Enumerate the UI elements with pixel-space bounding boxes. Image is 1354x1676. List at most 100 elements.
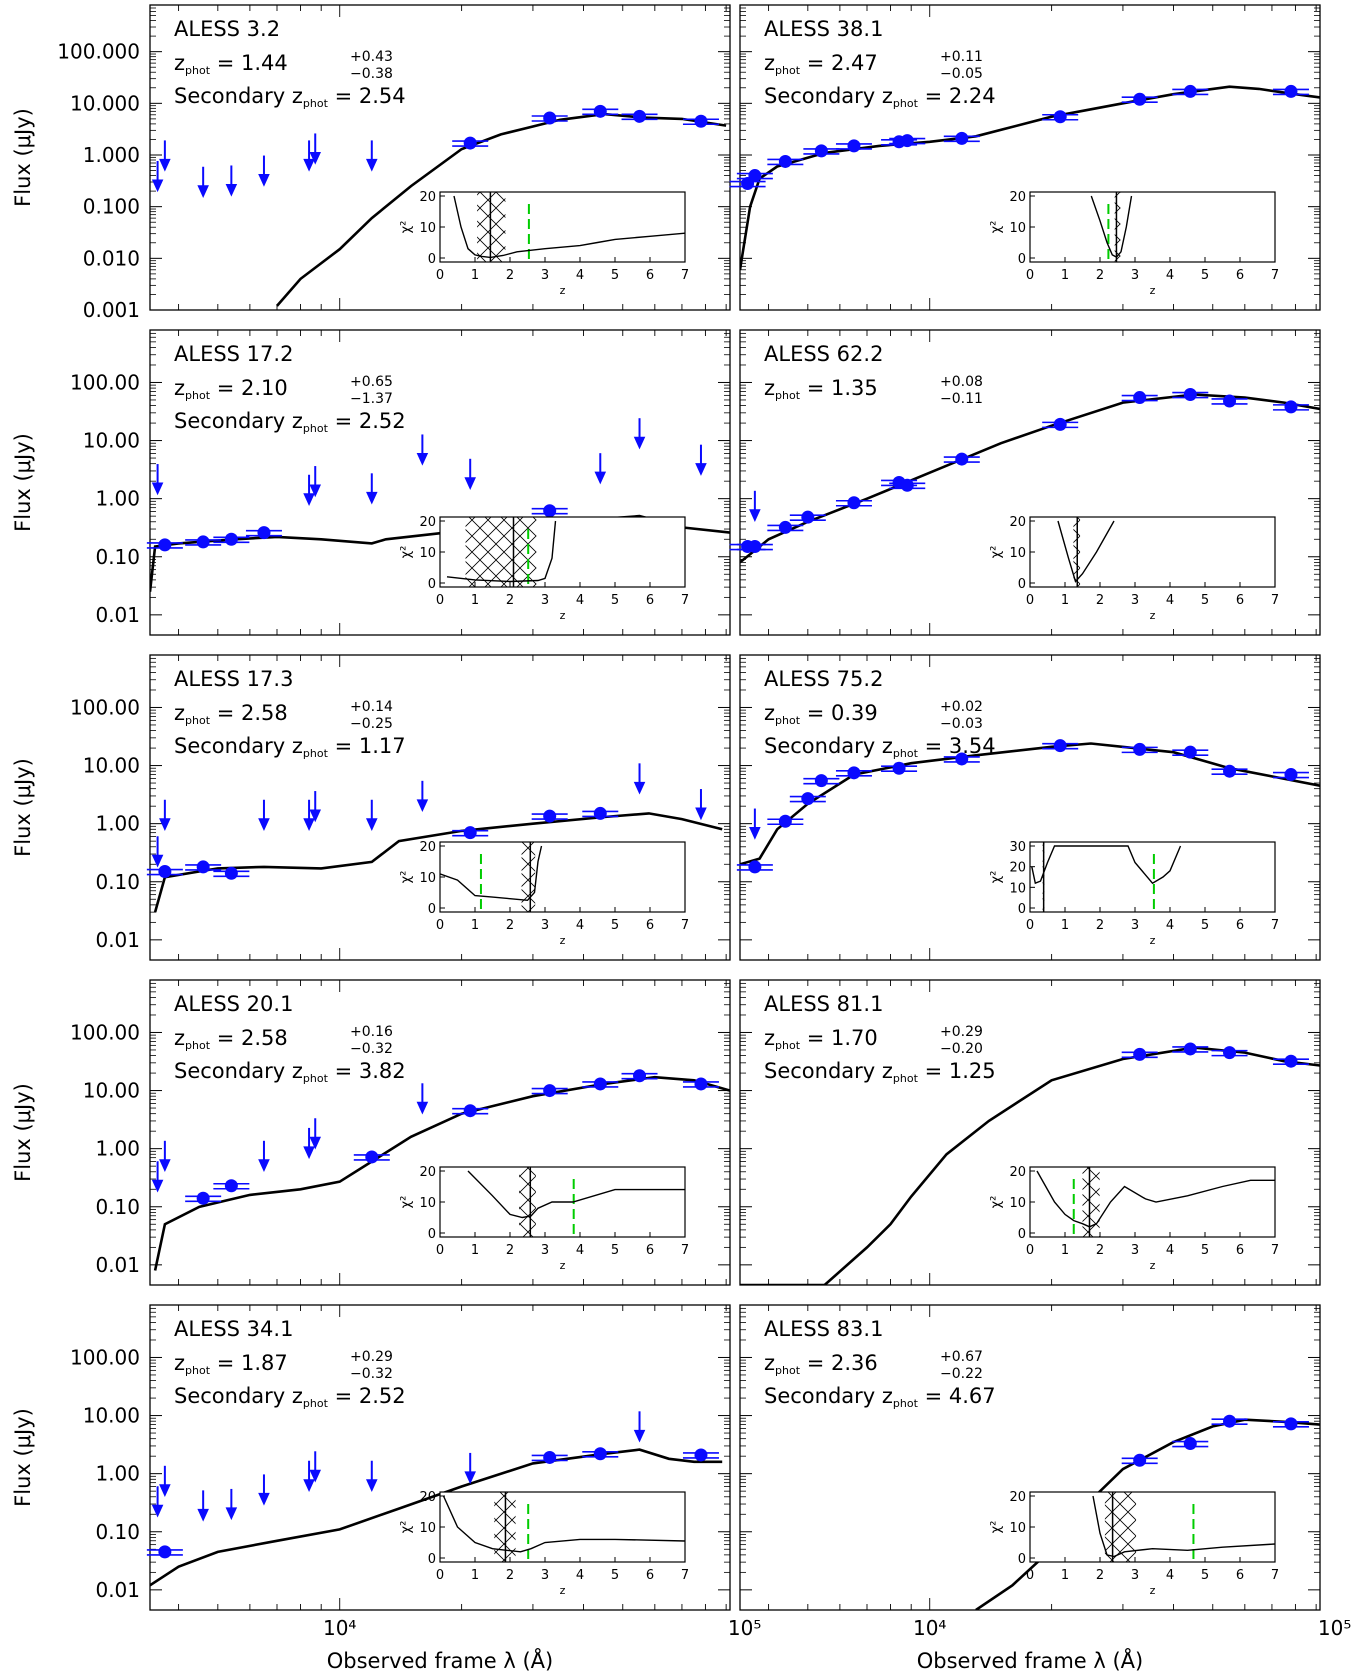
detection-point bbox=[158, 1545, 172, 1559]
zphot-error-minus: −0.03 bbox=[940, 716, 983, 732]
chi2-inset: 0 1 2 3 4 5 6 7 z 0 10 20 χ² bbox=[399, 190, 689, 297]
source-name: ALESS 3.2 bbox=[174, 17, 280, 41]
chi2-ylabel: χ² bbox=[399, 1521, 414, 1534]
chi2-y-tick-label: 0 bbox=[1018, 577, 1026, 592]
chi2-x-tick-label: 3 bbox=[541, 268, 549, 283]
chi2-y-tick-label: 20 bbox=[1009, 1165, 1026, 1180]
panel-frame bbox=[739, 654, 1321, 961]
panel-frame bbox=[149, 654, 731, 961]
chi2-x-tick-label: 1 bbox=[471, 918, 479, 933]
zphot-error-minus: −0.20 bbox=[940, 1041, 983, 1057]
chi2-frame bbox=[439, 1166, 686, 1238]
chi2-x-tick-label: 2 bbox=[1096, 593, 1104, 608]
zphot-symbol: z bbox=[174, 376, 185, 400]
sed-panel: 100.00 10.00 1.00 0.10 0.01 10⁴ 10⁵ ALESS 34.1 z… bbox=[70, 1304, 761, 1640]
zphot-label: zphot = 2.58 bbox=[174, 1026, 288, 1052]
chi2-y-tick-label: 10 bbox=[419, 1196, 436, 1211]
chi2-x-tick-label: 0 bbox=[1026, 593, 1034, 608]
upper-limit-arrowhead bbox=[416, 452, 429, 466]
zphot-error-minus: −0.22 bbox=[940, 1366, 983, 1382]
secondary-subscript: phot bbox=[303, 1072, 329, 1085]
chi2-x-tick-label: 0 bbox=[436, 918, 444, 933]
zphot-symbol: z bbox=[174, 701, 185, 725]
chi2-x-tick-label: 1 bbox=[1061, 268, 1069, 283]
detection-point bbox=[633, 109, 647, 123]
upper-limit-arrowhead bbox=[197, 1508, 209, 1522]
chi2-x-tick-label: 1 bbox=[471, 268, 479, 283]
zphot-error-plus: +0.14 bbox=[350, 699, 393, 715]
detection-point bbox=[694, 1077, 708, 1091]
zphot-error-plus: +0.11 bbox=[940, 49, 983, 65]
upper-limit-arrowhead bbox=[309, 484, 322, 498]
y-tick-label: 10.00 bbox=[83, 1404, 140, 1428]
chi2-frame bbox=[439, 191, 686, 263]
chi2-x-tick-label: 5 bbox=[1201, 1243, 1209, 1258]
detection-point bbox=[801, 510, 815, 524]
chi2-x-tick-label: 2 bbox=[1096, 268, 1104, 283]
zphot-error-plus: +0.08 bbox=[940, 374, 983, 390]
upper-limit-arrowhead bbox=[464, 1471, 476, 1485]
chi2-curve bbox=[467, 1170, 685, 1219]
chi2-x-tick-label: 6 bbox=[646, 1243, 654, 1258]
chi2-x-tick-label: 3 bbox=[1131, 268, 1139, 283]
source-name: ALESS 81.1 bbox=[764, 992, 883, 1016]
y-tick-label: 0.01 bbox=[95, 928, 140, 952]
detection-point bbox=[1183, 745, 1197, 759]
detection-point bbox=[593, 104, 607, 118]
chi2-curve bbox=[1057, 520, 1115, 583]
upper-limit-arrowhead bbox=[258, 818, 270, 831]
detection-point bbox=[778, 814, 792, 828]
detection-point bbox=[593, 1077, 607, 1091]
upper-limit-arrowhead bbox=[151, 179, 164, 193]
upper-limit-arrowhead bbox=[594, 471, 607, 485]
y-tick-label: 0.001 bbox=[83, 298, 140, 322]
upper-limit-arrowhead bbox=[197, 185, 209, 198]
zphot-value: 2.36 bbox=[831, 1351, 878, 1375]
chi2-y-tick-label: 20 bbox=[419, 1165, 436, 1180]
chi2-y-tick-label: 20 bbox=[419, 840, 436, 855]
chi2-x-tick-label: 6 bbox=[1236, 1243, 1244, 1258]
chi2-frame bbox=[1029, 1166, 1276, 1238]
zphot-label: zphot = 2.10 bbox=[174, 376, 288, 402]
panel-frame bbox=[149, 979, 731, 1286]
zphot-uncertainty-hatch bbox=[1082, 1167, 1100, 1237]
chi2-x-tick-label: 5 bbox=[611, 593, 619, 608]
detection-point bbox=[778, 520, 792, 534]
detection-point bbox=[224, 532, 238, 546]
chi2-x-tick-label: 0 bbox=[436, 1243, 444, 1258]
detection-point bbox=[633, 1069, 647, 1083]
chi2-xlabel: z bbox=[1150, 1259, 1156, 1272]
zphot-subscript: phot bbox=[185, 714, 211, 727]
chi2-y-tick-label: 10 bbox=[419, 221, 436, 236]
secondary-zphot-value: 1.25 bbox=[949, 1059, 996, 1083]
zphot-subscript: phot bbox=[185, 1039, 211, 1052]
chi2-x-tick-label: 3 bbox=[541, 918, 549, 933]
sed-model-curve bbox=[150, 1448, 723, 1587]
upper-limit-arrowhead bbox=[309, 809, 322, 823]
detection-point bbox=[257, 526, 271, 540]
zphot-error-minus: −0.11 bbox=[940, 391, 983, 407]
y-tick-label: 0.10 bbox=[95, 545, 140, 569]
secondary-equals: = bbox=[328, 84, 359, 108]
chi2-inset: 0 1 2 3 4 5 6 7 z 0 10 20 χ² bbox=[399, 1165, 689, 1272]
secondary-equals: = bbox=[918, 734, 949, 758]
chi2-x-tick-label: 2 bbox=[1096, 1568, 1104, 1583]
detection-point bbox=[1183, 388, 1197, 402]
zphot-subscript: phot bbox=[775, 1039, 801, 1052]
upper-limit-arrowhead bbox=[633, 781, 646, 795]
panel-frame bbox=[149, 329, 731, 636]
secondary-zphot-value: 2.52 bbox=[359, 409, 406, 433]
secondary-zphot-value: 2.52 bbox=[359, 1384, 406, 1408]
upper-limit-arrowhead bbox=[258, 1492, 270, 1506]
secondary-zphot-label: Secondary zphot = 2.52 bbox=[174, 409, 406, 435]
chi2-inset: 0 1 2 3 4 5 6 7 z 0 10 20 χ² bbox=[989, 1165, 1279, 1272]
zphot-error-plus: +0.29 bbox=[350, 1349, 393, 1365]
chi2-x-tick-label: 7 bbox=[681, 918, 689, 933]
upper-limit-arrowhead bbox=[749, 827, 761, 840]
chi2-x-tick-label: 1 bbox=[1061, 918, 1069, 933]
zphot-subscript: phot bbox=[775, 714, 801, 727]
chi2-x-tick-label: 2 bbox=[506, 268, 514, 283]
chi2-x-tick-label: 7 bbox=[1271, 593, 1279, 608]
y-tick-label: 100.000 bbox=[57, 40, 140, 64]
